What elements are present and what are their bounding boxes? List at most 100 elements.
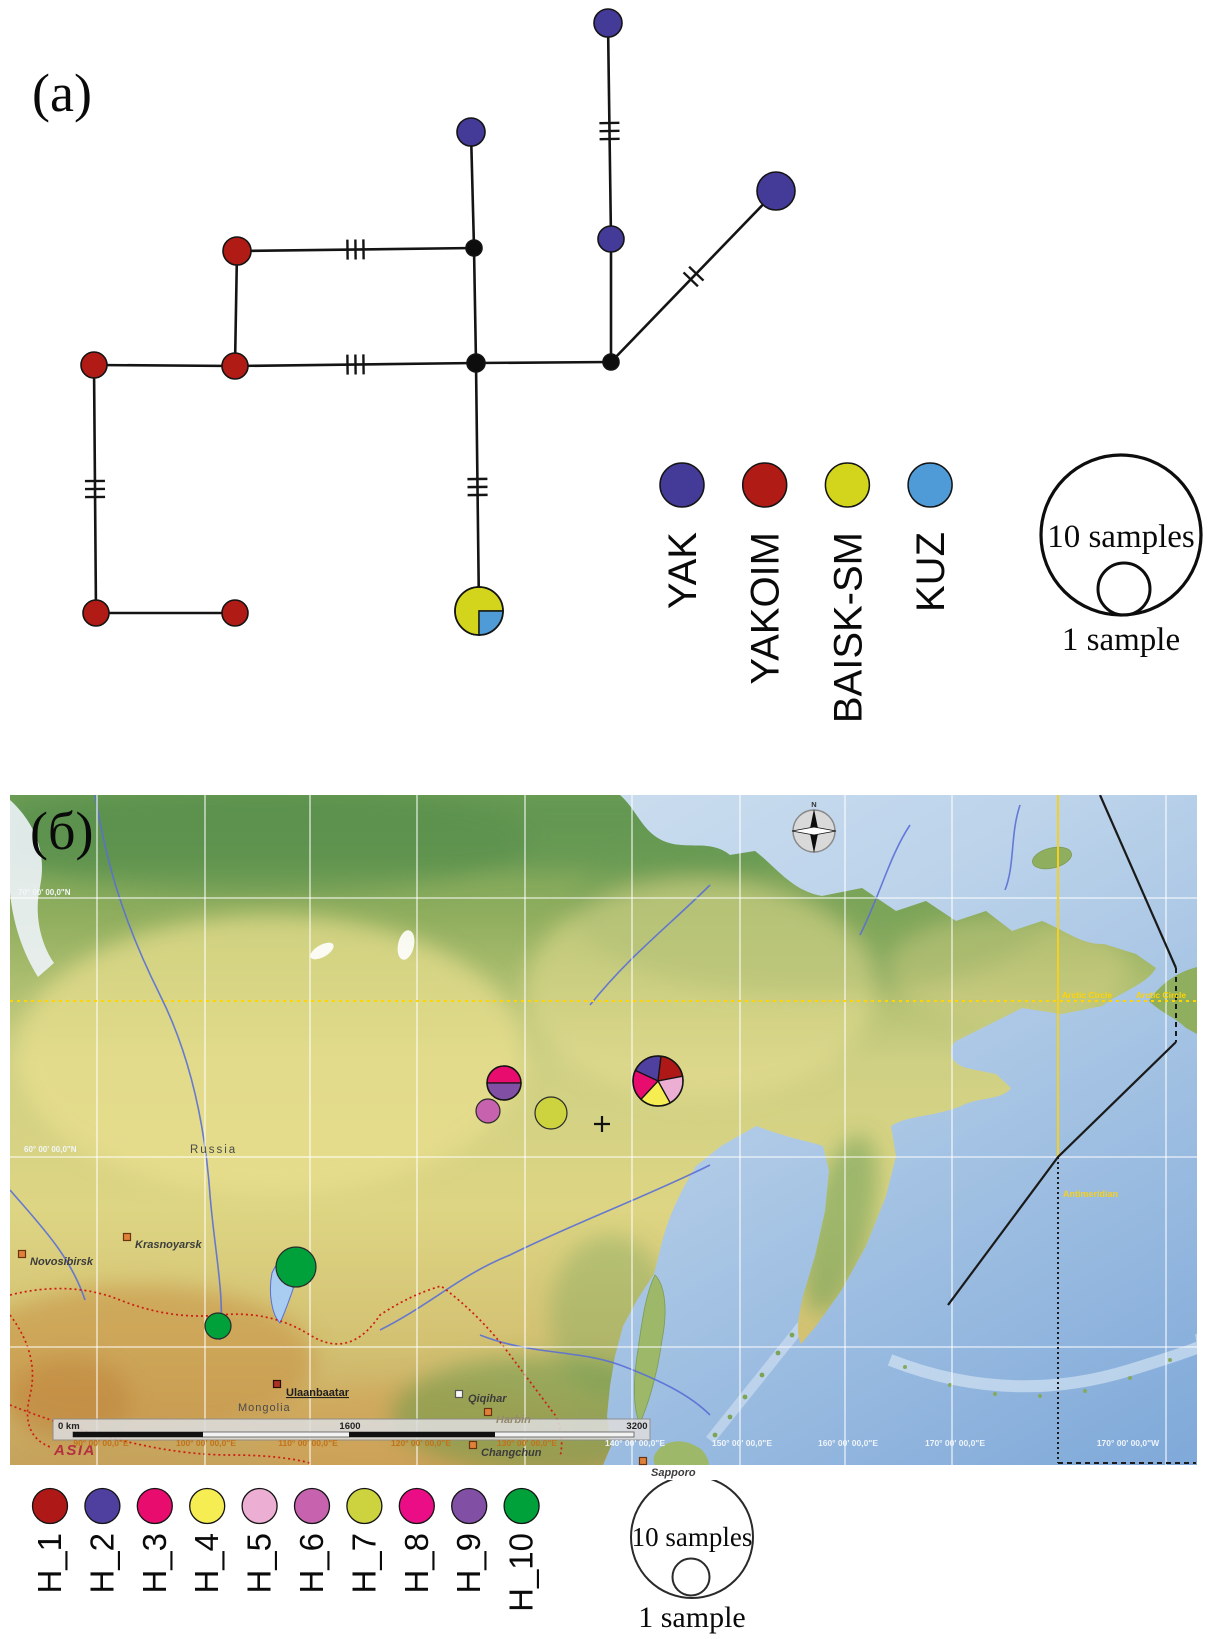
population-legend-label: YAK [661,532,705,609]
city-marker [483,1407,493,1417]
haplotype-legend-label: H_10 [503,1533,540,1612]
size-legend-b: 10 samples 1 sample [630,1480,754,1634]
city-marker [17,1249,27,1259]
longitude-label: 110° 00' 00,0"E [278,1438,338,1448]
arctic-circle-label: Arctic Circle [1136,990,1186,1000]
network-node [221,352,249,380]
haplotype-network-panel: YAK YAKOIM BAISK-SM KUZ 10 samples 1 sample [80,8,1203,723]
ob-gulf [10,800,54,977]
network-nodes [80,8,796,636]
haplotype-legend-swatch [503,1487,540,1525]
network-edge [233,250,239,367]
city-marker [272,1379,282,1389]
haplotype-legend-label: H_6 [293,1533,330,1594]
haplotype-legend-swatch [189,1487,226,1525]
city-label: Novosibirsk [30,1256,94,1268]
haplotype-legend-label: H_1 [31,1533,68,1594]
haplotype-legend-swatch [241,1487,278,1525]
size-legend-small-label: 1 sample [638,1601,745,1634]
network-edge [475,360,612,365]
asia-label: ASIA [53,1442,96,1459]
scalebar-mid-label: 1600 [339,1421,360,1432]
rivers [10,795,1021,1416]
population-legend-swatch [741,462,788,508]
map-pie-chart [486,1065,522,1101]
haplotype-legend-swatch [31,1487,69,1525]
russia-label: Russia [190,1144,237,1156]
compass-rose: N [791,800,837,853]
haplotype-legend-label: H_7 [345,1533,382,1594]
city-label: Krasnoyarsk [135,1239,203,1251]
kuril-islands [712,1332,795,1438]
latitude-labels: 70° 00' 00,0"N 60° 00' 00,0"N [18,888,77,1154]
haplotype-legend-swatch [84,1487,121,1525]
network-edge [472,247,478,364]
network-median-node [465,239,483,257]
map-pie-charts [204,1055,684,1340]
graticule [10,795,1197,1465]
longitude-label: 120° 00' 00,0"E [391,1438,451,1448]
city-label: Harbin [496,1414,531,1426]
boundary-lines [947,795,1196,1464]
haplotype-legend-label: H_4 [188,1533,225,1594]
network-node [597,225,625,253]
size-legend-small-label: 1 sample [1062,622,1180,658]
network-edges [92,22,777,615]
compass-north-label: N [811,800,816,809]
scalebar-zero-label: 0 km [58,1421,80,1432]
scalebar-end-label: 3200 [626,1421,647,1432]
panel-a-label: (a) [32,63,92,123]
longitude-label: 170° 00' 00,0"E [925,1438,985,1448]
size-legend-small-circle [1096,561,1152,617]
latitude-label: 60° 00' 00,0"N [24,1145,77,1154]
haplotype-legend-label: H_8 [398,1533,435,1594]
graticule-cross-marker [594,1116,610,1132]
haplotype-legend-swatch [346,1487,383,1525]
network-median-node [466,353,486,373]
city-label: Qiqihar [468,1393,507,1405]
longitude-label: 150° 00' 00,0"E [712,1438,772,1448]
arctic-circle-label: Arctic Circle [1062,990,1112,1000]
network-node [756,171,796,211]
network-edge [93,363,236,368]
haplotype-legend-swatch [398,1487,435,1525]
haplotype-legend-label: H_2 [83,1533,120,1594]
city-marker [638,1456,648,1466]
network-node [82,599,110,627]
longitude-label: 140° 00' 00,0"E [605,1438,665,1448]
country-borders [10,1285,563,1464]
size-legend-small-circle [671,1557,711,1597]
city-marker [468,1440,478,1450]
population-legend: YAK YAKOIM BAISK-SM KUZ [659,462,953,723]
population-legend-swatch [824,462,871,508]
population-legend-label: YAKOIM [744,532,788,685]
latitude-label: 70° 00' 00,0"N [18,888,71,897]
population-legend-swatch [907,462,953,508]
city-marker [122,1232,132,1242]
map-pie-chart [632,1055,684,1107]
haplotype-legend-label: H_5 [241,1533,278,1594]
haplotype-legend-swatch [293,1487,331,1525]
network-pie-node [454,586,504,636]
network-node [80,351,108,379]
map-sample-circle [275,1246,317,1288]
mutation-ticks [84,121,705,499]
aleutian-ridge [887,1333,1197,1393]
network-node [456,117,486,147]
region-labels: Russia Mongolia ASIA [53,1144,291,1459]
haplotype-legend-label: H_3 [136,1533,173,1594]
city-label: Sapporo [651,1467,696,1479]
network-node [221,599,249,627]
network-node [222,236,252,266]
longitude-label: 100° 00' 00,0"E [176,1438,236,1448]
longitude-label: 90° 00' 00,0"E [73,1438,129,1448]
network-edge [610,190,777,363]
map-line-labels: Arctic Circle Arctic Circle Antimeridian [1062,990,1186,1199]
hokkaido-island [653,1441,709,1465]
haplotype-legend-panel: H_1 H_2 H_3 H_4 H_5 H_6 H_7 H_8 H_9 H_10 10 sampl… [31,1480,754,1634]
longitude-labels: 90° 00' 00,0"E 100° 00' 00,0"E 110° 00' 00… [73,1438,1160,1448]
network-node [593,8,623,38]
scale-bar: 0 km 1600 3200 [52,1418,651,1441]
size-legend-a: 10 samples 1 sample [1039,453,1203,658]
mongolia-label: Mongolia [238,1402,291,1414]
